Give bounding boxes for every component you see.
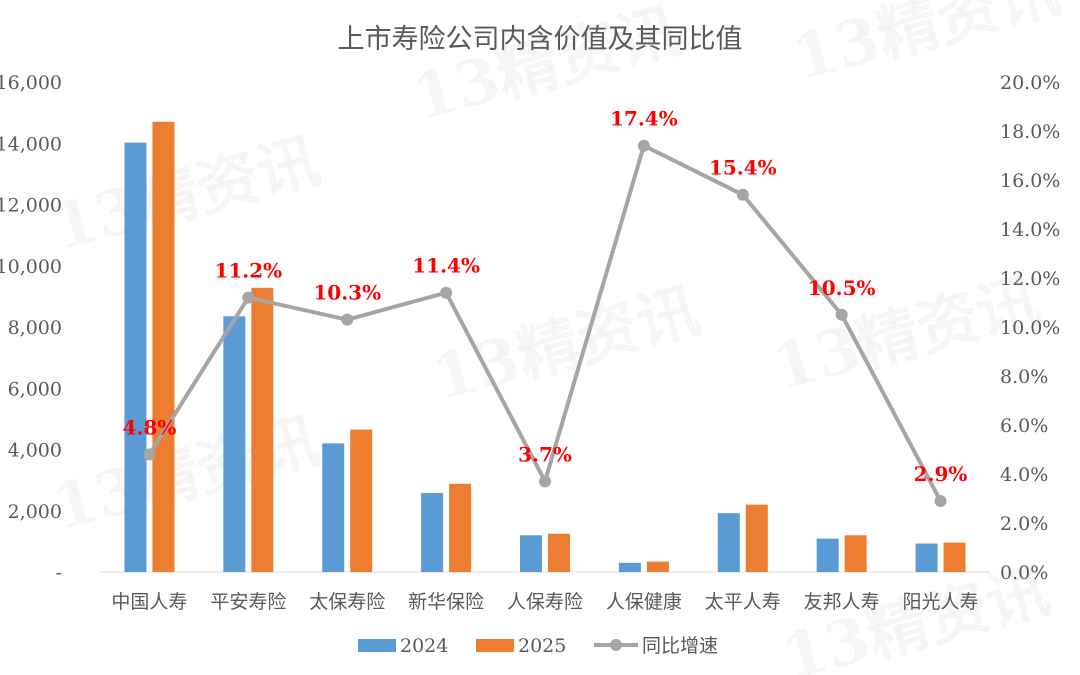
category-label: 平安寿险 [210, 591, 286, 613]
bar-2024 [717, 513, 740, 572]
bar-2024 [520, 535, 542, 572]
bar-2024 [223, 316, 246, 572]
left-tick-label: 2,000 [8, 501, 62, 523]
bar-2024 [816, 538, 839, 572]
bar-2024 [915, 543, 938, 572]
growth-point [539, 475, 551, 488]
category-label: 中国人寿 [111, 591, 187, 613]
legend-swatch [358, 639, 396, 652]
growth-data-label: 3.7% [518, 442, 572, 466]
growth-data-label: 11.4% [412, 254, 480, 278]
right-tick-label: 14.0% [1000, 219, 1060, 241]
right-tick-label: 2.0% [1000, 513, 1048, 535]
right-tick-label: 0.0% [1000, 562, 1048, 584]
bar-2024 [322, 443, 345, 572]
right-tick-label: 18.0% [1000, 121, 1060, 143]
bar-2024 [421, 492, 444, 572]
category-labels: 中国人寿 平安寿险 太保寿险 新华保险 人保寿险 人保健康 太平人寿 友邦人寿 阳光人寿 [111, 591, 978, 613]
right-tick-label: 4.0% [1000, 464, 1048, 486]
legend-label: 同比增速 [642, 635, 718, 657]
left-tick-label: 4,000 [8, 440, 62, 462]
category-label: 人保寿险 [507, 591, 583, 613]
bar-2025 [548, 533, 570, 572]
growth-data-label: 2.9% [914, 462, 968, 486]
right-tick-label: 10.0% [1000, 317, 1060, 339]
growth-point [835, 308, 848, 321]
bar-series [124, 121, 966, 572]
growth-point [934, 494, 947, 507]
watermark-text: 13精资讯 [45, 404, 327, 545]
legend-label: 2025 [518, 635, 566, 657]
watermark-text: 13精资讯 [45, 124, 327, 265]
growth-data-label: 17.4% [610, 107, 678, 131]
growth-data-label: 11.2% [214, 259, 282, 283]
bar-2024 [124, 142, 147, 572]
growth-point [242, 291, 255, 304]
data-labels: 4.8% 11.2% 10.3% 11.4% 3.7% 17.4% 15.4% 10.5% 2.… [123, 107, 968, 486]
growth-data-label: 10.3% [313, 281, 381, 305]
right-tick-label: 16.0% [1000, 170, 1060, 192]
bar-2025 [646, 561, 669, 572]
left-tick-label: 16,000 [0, 72, 62, 94]
legend-label: 2024 [400, 635, 448, 657]
growth-data-label: 15.4% [709, 156, 777, 180]
bar-2025 [943, 542, 966, 572]
growth-point [440, 286, 453, 299]
legend-swatch [476, 639, 514, 652]
left-axis: - 2,000 4,000 6,000 8,000 10,000 12,000 14,000 1… [0, 72, 62, 584]
category-label: 太平人寿 [705, 591, 781, 613]
bar-2025 [745, 504, 768, 572]
chart-title: 上市寿险公司内含价值及其同比值 [338, 24, 743, 55]
bar-2024 [618, 562, 641, 572]
growth-point [736, 188, 749, 201]
watermark-text: 13精资讯 [425, 274, 707, 415]
right-tick-label: 8.0% [1000, 366, 1048, 388]
growth-point [637, 139, 650, 152]
category-label: 太保寿险 [309, 591, 385, 613]
left-tick-label: 6,000 [8, 378, 62, 400]
line-series [143, 139, 947, 507]
growth-point [341, 313, 354, 326]
legend-marker [610, 639, 622, 651]
right-tick-label: 6.0% [1000, 415, 1048, 437]
right-axis: 0.0% 2.0% 4.0% 6.0% 8.0% 10.0% 12.0% 14.0% 16.0%… [1000, 72, 1060, 584]
bar-2025 [251, 287, 274, 572]
left-tick-label: 14,000 [0, 133, 62, 155]
left-tick-label: 12,000 [0, 195, 62, 217]
growth-data-label: 10.5% [808, 276, 876, 300]
bar-2025 [449, 483, 472, 572]
category-label: 新华保险 [408, 591, 484, 613]
right-tick-label: 12.0% [1000, 268, 1060, 290]
category-label: 阳光人寿 [903, 591, 979, 613]
legend: 2024 2025 同比增速 [358, 635, 718, 657]
left-tick-label: - [56, 562, 62, 584]
category-label: 友邦人寿 [804, 591, 880, 613]
bar-2025 [844, 535, 867, 572]
category-label: 人保健康 [606, 591, 682, 613]
growth-point [143, 448, 156, 461]
left-tick-label: 10,000 [0, 256, 62, 278]
right-tick-label: 20.0% [1000, 72, 1060, 94]
bar-2025 [152, 121, 175, 572]
bar-2025 [350, 429, 373, 572]
growth-data-label: 4.8% [123, 415, 177, 439]
left-tick-label: 8,000 [8, 317, 62, 339]
